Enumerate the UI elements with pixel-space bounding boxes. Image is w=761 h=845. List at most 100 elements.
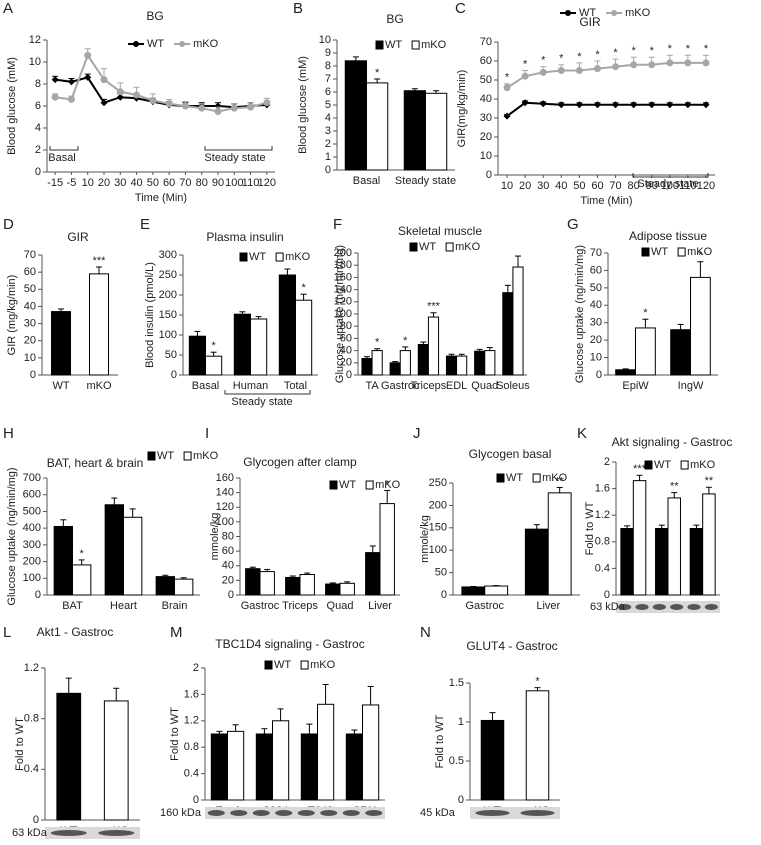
x-tick-label: -15 <box>47 177 63 189</box>
y-tick-label: 0.4 <box>184 768 199 780</box>
y-tick-label: 6 <box>325 86 331 98</box>
legend-label: mKO <box>193 450 219 462</box>
bar <box>371 350 383 376</box>
bar <box>615 369 637 376</box>
y-tick-label: 0 <box>325 164 331 176</box>
legend-marker <box>179 41 186 47</box>
legend-marker <box>611 10 618 16</box>
panel-letter: A <box>3 0 13 17</box>
marker <box>165 100 173 108</box>
chart-title: Skeletal muscle <box>398 224 482 238</box>
bar <box>655 528 669 596</box>
legend-swatch <box>365 480 374 490</box>
bar <box>524 528 549 596</box>
marker <box>684 59 692 67</box>
significance: * <box>698 250 703 262</box>
y-tick-label: 120 <box>216 501 234 513</box>
legend-label: mKO <box>690 459 716 471</box>
y-tick-label: 3 <box>325 125 331 137</box>
bracket <box>204 146 273 151</box>
x-tick-label: 70 <box>179 177 191 189</box>
blot-band <box>365 810 383 816</box>
y-tick-label: 20 <box>222 574 234 586</box>
x-tick-label: 20 <box>519 180 531 192</box>
legend-swatch <box>264 660 273 670</box>
x-tick-label: Gastroc <box>241 600 280 612</box>
x-tick-label: 120 <box>697 180 715 192</box>
marker <box>181 102 189 110</box>
y-tick-label: 150 <box>429 522 447 534</box>
panel-letter: I <box>205 425 209 442</box>
significance: * <box>643 307 648 319</box>
bar <box>635 327 656 376</box>
bar <box>56 692 82 821</box>
marker <box>214 102 222 110</box>
y-tick-label: 2 <box>193 662 199 674</box>
significance: * <box>375 67 380 79</box>
bar <box>690 276 711 376</box>
blot-band <box>342 810 360 816</box>
significance: * <box>650 45 655 57</box>
blot-strip <box>205 807 385 819</box>
x-tick-label: 50 <box>147 177 159 189</box>
x-axis-label: Time (Min) <box>580 195 632 207</box>
bar <box>361 358 373 376</box>
x-tick-label: 20 <box>98 177 110 189</box>
legend-swatch <box>677 247 686 257</box>
legend-label: mKO <box>421 39 447 51</box>
blot-band <box>297 810 315 816</box>
bar <box>272 720 290 801</box>
legend-swatch <box>300 660 309 670</box>
y-tick-label: 30 <box>590 317 602 329</box>
panel-letter: D <box>3 216 14 233</box>
legend-label: WT <box>651 246 668 258</box>
marker <box>666 101 674 109</box>
y-tick-label: 200 <box>334 247 352 259</box>
y-tick-label: 0 <box>35 166 41 178</box>
legend-label: mKO <box>310 659 336 671</box>
y-tick-label: 250 <box>159 269 177 281</box>
legend-label: WT <box>157 450 174 462</box>
legend-label: mKO <box>375 479 401 491</box>
x-tick-label: 100 <box>225 177 243 189</box>
bar <box>299 574 315 596</box>
marker <box>100 76 108 84</box>
y-tick-label: 100 <box>159 329 177 341</box>
panel-9: J Glycogen basal mmole/kg 0 50 100 150 200 250 Ga… <box>413 425 580 612</box>
legend-label: WT <box>147 38 164 50</box>
panel-letter: J <box>413 425 421 442</box>
blot-band <box>652 604 666 610</box>
panel-letter: C <box>455 0 466 17</box>
y-tick-label: 0 <box>486 169 492 181</box>
blot-band <box>618 604 632 610</box>
significance: * <box>541 55 546 67</box>
marker <box>230 104 238 112</box>
y-tick-label: 0 <box>193 794 199 806</box>
bar <box>325 583 341 596</box>
marker <box>666 59 674 67</box>
bar <box>255 733 273 801</box>
bar <box>689 528 704 596</box>
x-tick-label: Human <box>233 380 268 392</box>
chart-title: Akt1 - Gastroc <box>37 625 114 639</box>
y-tick-label: 50 <box>590 282 602 294</box>
marker <box>539 100 547 108</box>
blot-band <box>252 810 270 816</box>
legend-label: mKO <box>687 246 713 258</box>
legend-swatch <box>183 451 192 461</box>
annotation: Basal <box>48 152 76 164</box>
annotation: Steady state <box>637 178 698 190</box>
y-tick-label: 9 <box>325 47 331 59</box>
y-tick-label: 60 <box>340 332 352 344</box>
y-tick-label: 0.5 <box>449 755 464 767</box>
y-tick-label: 20 <box>340 357 352 369</box>
legend-swatch <box>239 252 248 262</box>
bar <box>502 292 514 376</box>
significance: * <box>80 548 85 560</box>
y-tick-label: 2 <box>604 456 610 468</box>
x-tick-label: 110 <box>679 180 697 192</box>
x-tick-label: 80 <box>196 177 208 189</box>
bar <box>427 316 440 376</box>
bar <box>702 493 716 596</box>
